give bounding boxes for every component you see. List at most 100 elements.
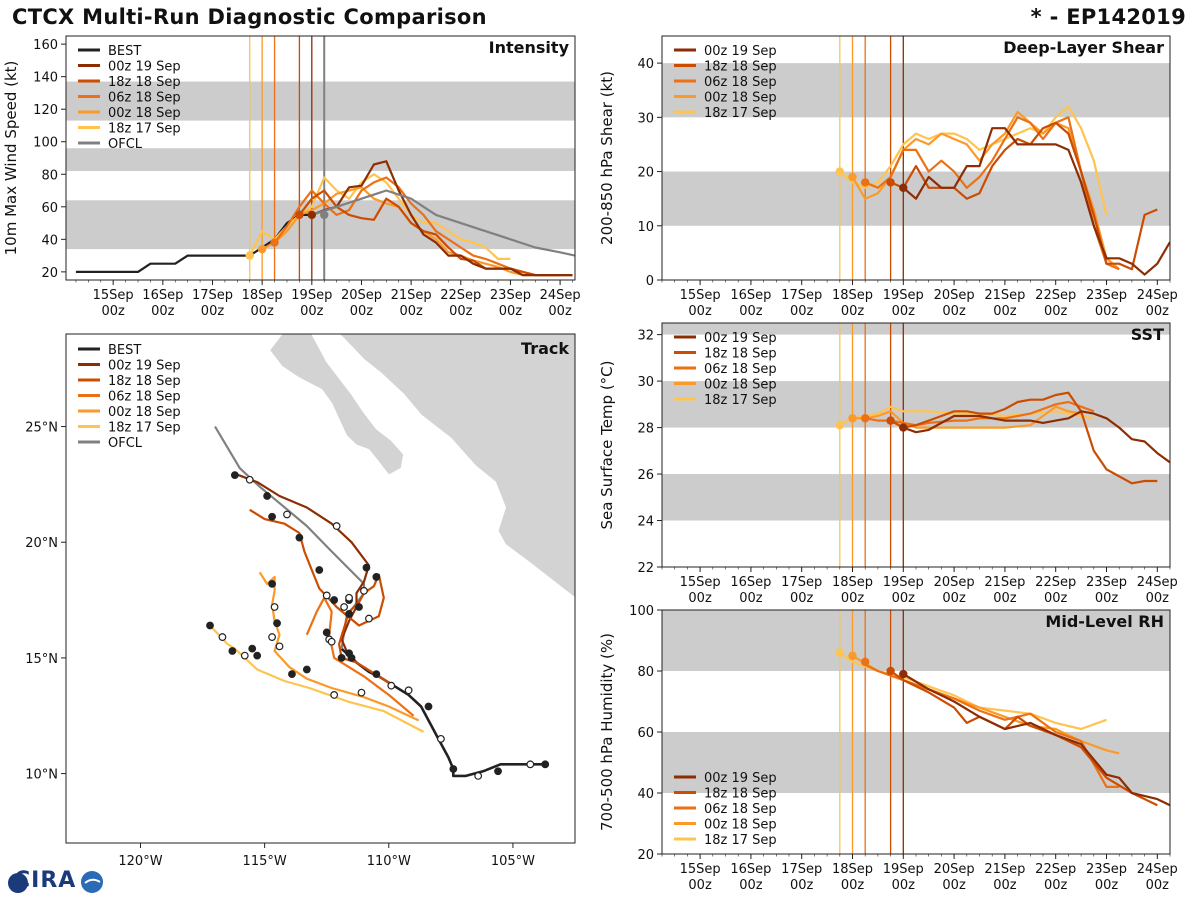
track-legend-label-00z-18-sep: 00z 18 Sep [108, 405, 181, 420]
shear-series-06z-18-sep [864, 116, 1120, 271]
sst-xtick-hour: 00z [1095, 591, 1119, 606]
sst-xtick-day: 22Sep [1035, 575, 1076, 590]
intensity-ytick-label: 120 [33, 103, 58, 118]
track-position-dot [355, 603, 363, 611]
rh-ytick-label: 60 [637, 726, 654, 741]
rh-legend-label-18z-17-sep: 18z 17 Sep [704, 833, 777, 848]
shear-xtick-day: 24Sep [1137, 288, 1178, 303]
rh-series-00z-19-sep [902, 673, 1170, 807]
rh-xtick-day: 15Sep [680, 862, 721, 877]
intensity-marker-ofcl [320, 210, 329, 220]
sst-legend-label-18z-17-sep: 18z 17 Sep [704, 393, 777, 408]
rh-marker-00z-19-sep [899, 669, 908, 679]
track-xtick-label: 120°W [118, 854, 162, 869]
intensity-ytick-label: 40 [41, 233, 58, 248]
track-position-dot [372, 573, 381, 581]
shear-xtick-hour: 00z [1095, 304, 1119, 319]
sst-xtick-hour: 00z [790, 591, 814, 606]
track-position-dot [541, 760, 550, 769]
shear-marker-18z-17-sep [835, 167, 844, 176]
intensity-xtick-hour: 00z [499, 304, 523, 319]
rh-xtick-hour: 00z [739, 878, 763, 893]
rh-xtick-day: 24Sep [1137, 862, 1178, 877]
track-plot-area [66, 334, 575, 780]
rh-xtick-day: 22Sep [1035, 862, 1076, 877]
track-position-dot [437, 734, 445, 743]
intensity-band-1 [66, 148, 575, 172]
intensity-xtick-hour: 00z [250, 304, 274, 319]
rh-ytick-label: 100 [629, 604, 654, 619]
intensity-xtick-hour: 00z [548, 304, 572, 319]
track-position-dot [302, 665, 311, 674]
sst-xtick-day: 23Sep [1086, 575, 1127, 590]
rh-legend-label-06z-18-sep: 06z 18 Sep [704, 802, 777, 817]
sst-plot-area [662, 323, 1170, 567]
sst-series-00z-18-sep [852, 405, 1082, 429]
sst-series-00z-19-sep [902, 410, 1170, 464]
intensity-xtick-day: 23Sep [490, 288, 531, 303]
track-position-dot [372, 670, 381, 679]
rh-marker-00z-18-sep [848, 651, 857, 660]
sst-ytick-label: 22 [637, 561, 654, 576]
rh-xtick-day: 21Sep [984, 862, 1025, 877]
shear-xtick-hour: 00z [1044, 304, 1068, 319]
shear-marker-00z-19-sep [899, 183, 908, 193]
rh-plot-area [662, 610, 1170, 854]
intensity-xtick-hour: 00z [399, 304, 423, 319]
rh-marker-18z-18-sep [886, 666, 895, 676]
track-frame [65, 333, 576, 844]
intensity-xtick-hour: 00z [449, 304, 473, 319]
shear-xtick-day: 18Sep [832, 288, 873, 303]
intensity-ytick-label: 100 [33, 136, 58, 151]
intensity-title: Intensity [489, 38, 570, 57]
sst-series-06z-18-sep [865, 400, 1095, 427]
shear-legend-label-00z-19-sep: 00z 19 Sep [704, 44, 777, 59]
rh-ylabel: 700-500 hPa Humidity (%) [598, 633, 616, 831]
sst-xtick-hour: 00z [1044, 591, 1068, 606]
intensity-legend-label-18z-18-sep: 18z 18 Sep [108, 75, 181, 90]
intensity-ytick-label: 20 [41, 266, 58, 281]
rh-xtick-day: 19Sep [883, 862, 924, 877]
rh-xtick-day: 23Sep [1086, 862, 1127, 877]
track-position-dot [327, 637, 336, 646]
shear-xtick-day: 21Sep [984, 288, 1025, 303]
intensity-xtick-hour: 00z [101, 304, 125, 319]
intensity-xtick-day: 21Sep [391, 288, 432, 303]
intensity-xtick-day: 22Sep [440, 288, 481, 303]
sst-xtick-day: 20Sep [934, 575, 975, 590]
sst-xtick-day: 16Sep [730, 575, 771, 590]
sst-ytick-label: 30 [637, 375, 654, 390]
intensity-ytick-label: 80 [41, 168, 58, 183]
track-position-dot [365, 614, 373, 623]
track-series-06z-18-sep [305, 596, 415, 717]
track-position-dot [248, 644, 257, 653]
shear-xtick-hour: 00z [1146, 304, 1170, 319]
track-series-18z-17-sep [209, 624, 425, 733]
intensity-series-00z-19-sep [311, 160, 573, 277]
rh-title: Mid-Level RH [1045, 612, 1164, 631]
rh-xtick-hour: 00z [841, 878, 865, 893]
page-title: CTCX Multi-Run Diagnostic Comparison [12, 5, 487, 29]
intensity-panel [61, 35, 576, 285]
track-land-0 [66, 334, 575, 599]
sst-ylabel: Sea Surface Temp (°C) [598, 360, 616, 529]
sst-band-0 [662, 474, 1170, 521]
shear-panel [657, 35, 1171, 285]
rh-xtick-hour: 00z [1044, 878, 1068, 893]
sst-xtick-day: 19Sep [883, 575, 924, 590]
track-position-dot [474, 772, 483, 780]
intensity-ytick-label: 60 [41, 201, 58, 216]
sst-ytick-label: 24 [637, 515, 654, 530]
shear-xtick-day: 16Sep [730, 288, 771, 303]
sst-xtick-day: 18Sep [832, 575, 873, 590]
sst-band-2 [662, 323, 1170, 335]
track-legend-label-00z-19-sep: 00z 19 Sep [108, 359, 181, 374]
intensity-ytick-label: 140 [33, 71, 58, 86]
track-position-dot [245, 475, 254, 484]
sst-xtick-hour: 00z [993, 591, 1017, 606]
track-legend-label-18z-17-sep: 18z 17 Sep [108, 421, 181, 436]
logo-globe-icon [8, 873, 28, 893]
intensity-marker-00z-18-sep [257, 244, 267, 254]
track-position-dot [387, 681, 396, 690]
intensity-legend-label-best: BEST [108, 44, 141, 59]
